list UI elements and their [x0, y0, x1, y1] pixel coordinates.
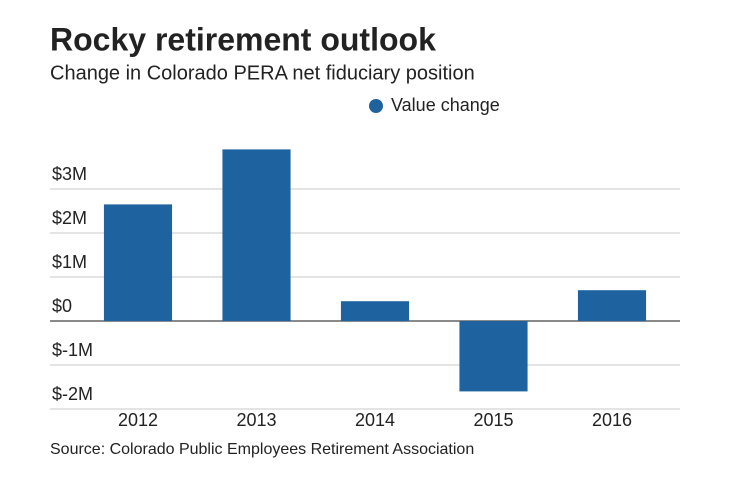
- bar: [577, 290, 647, 321]
- x-tick-label: 2014: [355, 410, 395, 430]
- bar: [103, 204, 173, 321]
- chart-title: Rocky retirement outlook: [50, 21, 436, 57]
- y-tick-label: $3M: [52, 164, 87, 184]
- chart-subtitle: Change in Colorado PERA net fiduciary po…: [50, 62, 475, 84]
- legend-label: Value change: [391, 95, 500, 115]
- bar: [459, 321, 528, 392]
- x-tick-label: 2013: [236, 410, 276, 430]
- y-tick-label: $-1M: [52, 340, 93, 360]
- y-tick-label: $2M: [52, 208, 87, 228]
- source-note: Source: Colorado Public Employees Retire…: [50, 441, 474, 458]
- x-tick-label: 2015: [473, 410, 513, 430]
- x-tick-label: 2012: [118, 410, 158, 430]
- y-tick-label: $-2M: [52, 384, 93, 404]
- bar: [340, 301, 410, 321]
- y-tick-label: $0: [52, 296, 72, 316]
- x-tick-label: 2016: [592, 410, 632, 430]
- legend-marker: [369, 99, 383, 113]
- y-tick-label: $1M: [52, 252, 87, 272]
- bar: [222, 149, 291, 321]
